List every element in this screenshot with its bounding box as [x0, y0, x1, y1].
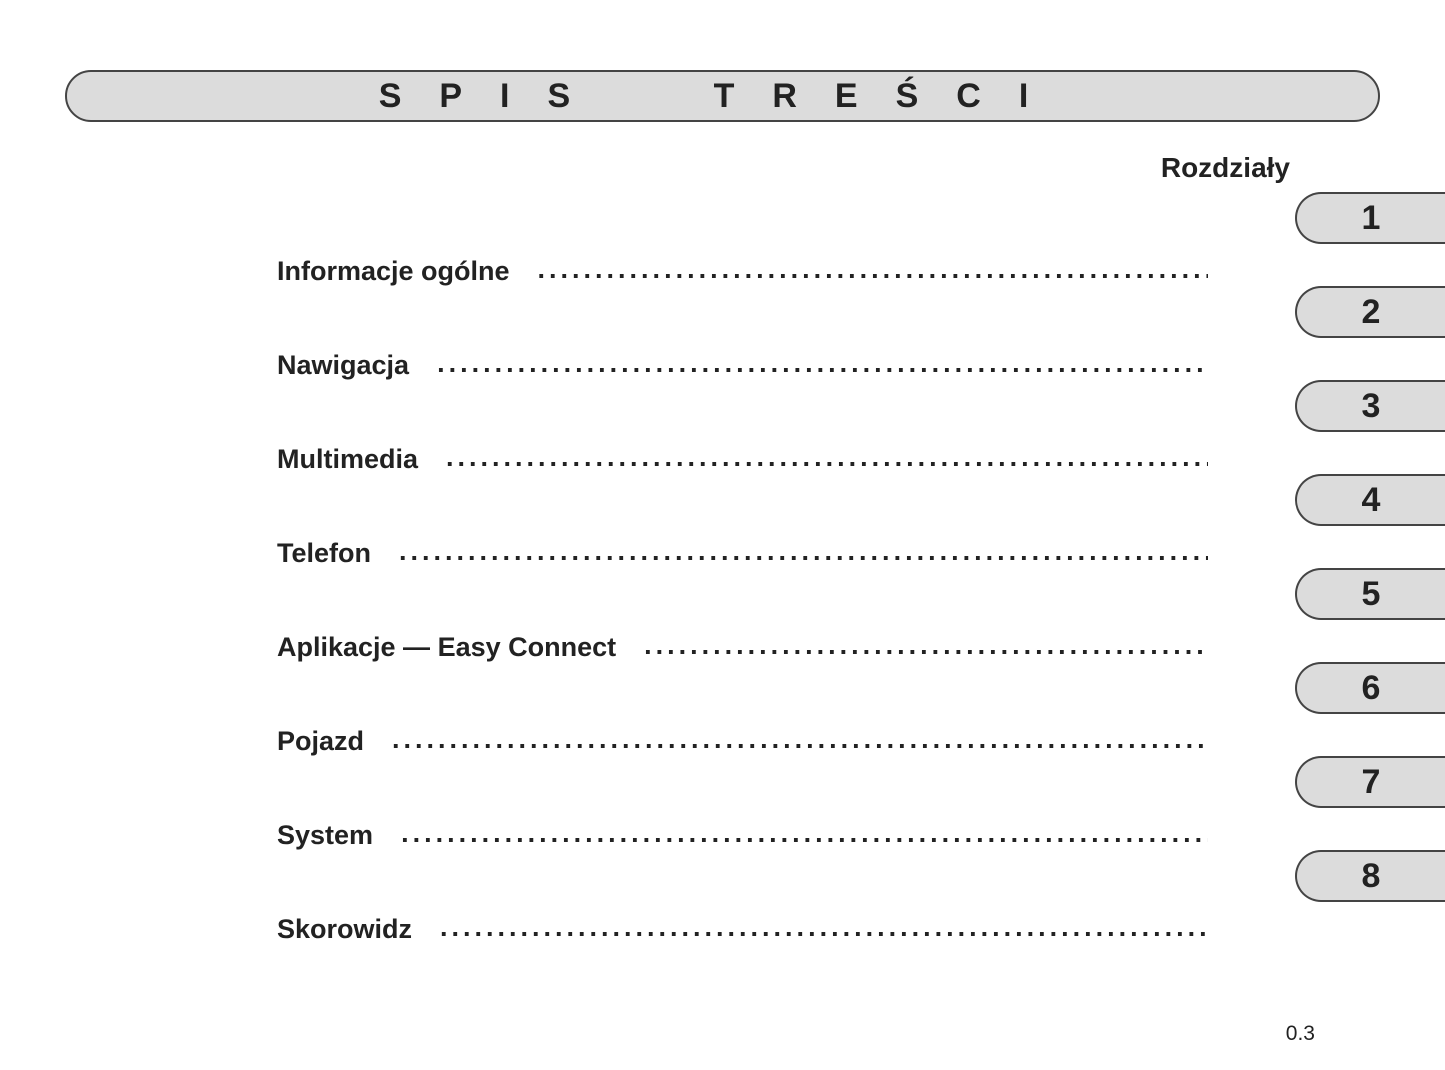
chapter-tab: 3 [1295, 380, 1445, 432]
toc-label: Skorowidz [277, 914, 412, 945]
chapter-tab: 6 [1295, 662, 1445, 714]
chapter-number: 8 [1362, 857, 1381, 896]
chapter-number: 2 [1362, 293, 1381, 332]
toc-label: System [277, 820, 373, 851]
chapter-tab: 8 [1295, 850, 1445, 902]
page-number: 0.3 [1286, 1022, 1315, 1046]
page-title: SPIS TREŚCI [379, 77, 1067, 116]
toc-leader-dots [440, 916, 1208, 943]
toc-label: Aplikacje — Easy Connect [277, 632, 616, 663]
toc-row: Multimedia [0, 412, 1445, 506]
subheader-label: Rozdziały [0, 152, 1290, 184]
chapter-number: 4 [1362, 481, 1381, 520]
toc-row: Telefon [0, 506, 1445, 600]
toc-row: Skorowidz [0, 882, 1445, 976]
toc-label: Multimedia [277, 444, 418, 475]
toc-row: Aplikacje — Easy Connect [0, 600, 1445, 694]
page: SPIS TREŚCI Rozdziały Informacje ogólne … [0, 0, 1445, 1070]
chapter-tab: 1 [1295, 192, 1445, 244]
chapter-number: 5 [1362, 575, 1381, 614]
toc-leader-dots [399, 540, 1208, 567]
toc-leader-dots [401, 822, 1208, 849]
toc-row: Informacje ogólne [0, 224, 1445, 318]
toc-row: Pojazd [0, 694, 1445, 788]
toc-list: Informacje ogólne Nawigacja Multimedia T… [0, 224, 1445, 976]
chapter-tab: 2 [1295, 286, 1445, 338]
toc-leader-dots [446, 446, 1208, 473]
chapter-tab: 4 [1295, 474, 1445, 526]
toc-leader-dots [538, 258, 1208, 285]
chapter-number: 1 [1362, 199, 1381, 238]
toc-leader-dots [437, 352, 1208, 379]
toc-label: Telefon [277, 538, 371, 569]
toc-leader-dots [392, 728, 1208, 755]
toc-label: Pojazd [277, 726, 364, 757]
toc-label: Nawigacja [277, 350, 409, 381]
toc-label: Informacje ogólne [277, 256, 510, 287]
chapter-number: 6 [1362, 669, 1381, 708]
chapter-number: 3 [1362, 387, 1381, 426]
toc-leader-dots [644, 634, 1208, 661]
toc-row: System [0, 788, 1445, 882]
chapter-tab: 7 [1295, 756, 1445, 808]
chapter-tab: 5 [1295, 568, 1445, 620]
toc-row: Nawigacja [0, 318, 1445, 412]
title-bar: SPIS TREŚCI [65, 70, 1380, 122]
chapter-number: 7 [1362, 763, 1381, 802]
